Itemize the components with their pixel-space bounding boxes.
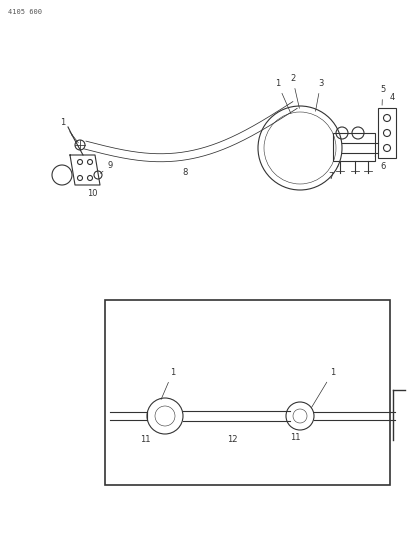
Text: 12: 12: [227, 435, 237, 444]
Text: 1: 1: [161, 368, 175, 399]
Text: 1: 1: [311, 368, 335, 408]
Text: 2: 2: [290, 74, 299, 108]
Text: 3: 3: [315, 79, 324, 111]
Text: 1: 1: [60, 118, 78, 143]
Text: 6: 6: [375, 156, 386, 171]
Text: 5: 5: [380, 85, 385, 105]
Text: 7: 7: [328, 166, 338, 181]
Text: 11: 11: [140, 435, 150, 444]
Text: 4105 600: 4105 600: [8, 9, 42, 15]
Bar: [378, 108, 396, 158]
Text: 9: 9: [100, 161, 113, 173]
Text: 8: 8: [182, 168, 188, 177]
Text: 4: 4: [390, 93, 395, 102]
Bar: [333, 133, 375, 161]
Text: 11: 11: [290, 433, 300, 442]
Text: 1: 1: [275, 79, 291, 114]
Bar: [105, 300, 390, 485]
Text: 10: 10: [87, 189, 97, 198]
